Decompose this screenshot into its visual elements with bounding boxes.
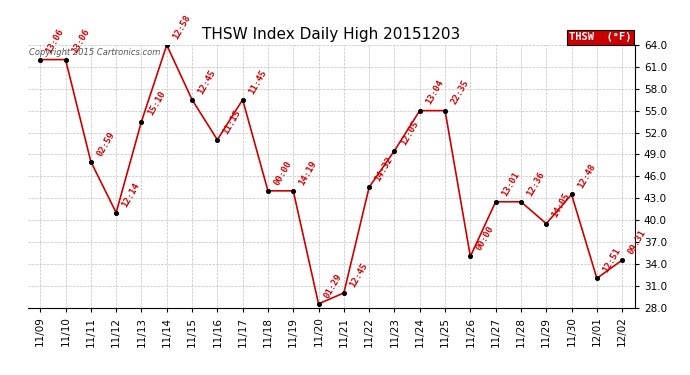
Point xyxy=(110,210,121,216)
Text: 09:31: 09:31 xyxy=(627,228,647,256)
Text: 00:00: 00:00 xyxy=(272,159,293,187)
Point xyxy=(541,220,552,226)
Point xyxy=(440,108,451,114)
Text: 13:06: 13:06 xyxy=(70,28,91,56)
Text: 14:32: 14:32 xyxy=(373,155,395,183)
Point xyxy=(34,57,46,63)
Text: 02:59: 02:59 xyxy=(95,130,116,158)
Point xyxy=(591,275,602,281)
Point xyxy=(86,159,97,165)
Text: 12:05: 12:05 xyxy=(399,119,420,147)
Text: 12:45: 12:45 xyxy=(348,261,369,289)
Text: 13:01: 13:01 xyxy=(500,170,521,198)
Point xyxy=(262,188,273,194)
Text: 12:48: 12:48 xyxy=(575,162,597,190)
Point xyxy=(414,108,425,114)
Point xyxy=(60,57,71,63)
Point xyxy=(161,42,172,48)
Text: 14:05: 14:05 xyxy=(551,192,571,219)
Point xyxy=(389,148,400,154)
Point xyxy=(237,97,248,103)
Text: 12:58: 12:58 xyxy=(171,13,192,41)
Text: 01:29: 01:29 xyxy=(323,272,344,300)
Point xyxy=(465,254,476,260)
Point xyxy=(617,257,628,263)
Text: 12:51: 12:51 xyxy=(601,246,622,274)
Point xyxy=(212,137,223,143)
Text: 22:35: 22:35 xyxy=(449,79,471,106)
Text: 11:15: 11:15 xyxy=(221,108,243,136)
Point xyxy=(515,199,526,205)
Point xyxy=(490,199,501,205)
Point xyxy=(566,192,577,198)
Text: 12:45: 12:45 xyxy=(196,68,217,96)
Point xyxy=(136,118,147,124)
Text: 13:04: 13:04 xyxy=(424,79,445,106)
Text: 14:19: 14:19 xyxy=(297,159,319,187)
Title: THSW Index Daily High 20151203: THSW Index Daily High 20151203 xyxy=(202,27,460,42)
Point xyxy=(288,188,299,194)
Text: 13:06: 13:06 xyxy=(44,28,66,56)
Text: 15:10: 15:10 xyxy=(146,90,167,117)
Text: THSW  (°F): THSW (°F) xyxy=(569,32,632,42)
Point xyxy=(186,97,197,103)
Point xyxy=(338,290,349,296)
Text: 12:36: 12:36 xyxy=(525,170,546,198)
Point xyxy=(364,184,375,190)
Text: Copyright 2015 Cartronics.com: Copyright 2015 Cartronics.com xyxy=(29,48,160,57)
Point xyxy=(313,301,324,307)
Text: 12:14: 12:14 xyxy=(120,181,141,209)
Text: 11:45: 11:45 xyxy=(247,68,268,96)
Text: 00:00: 00:00 xyxy=(475,225,495,252)
